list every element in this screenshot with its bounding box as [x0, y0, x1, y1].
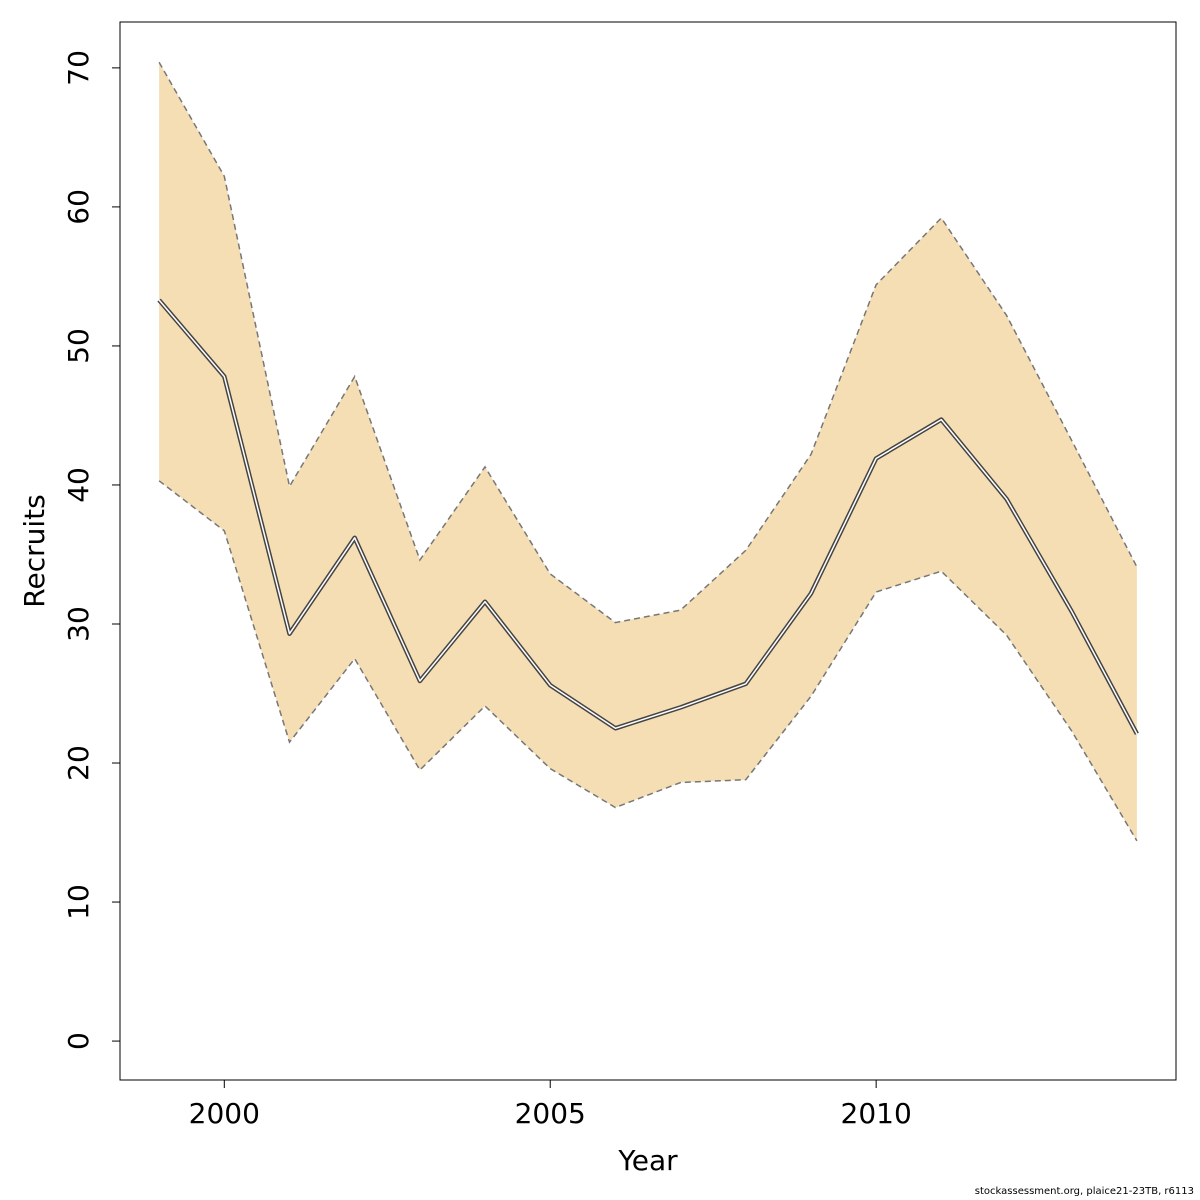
x-axis: 2000 2005 2010	[189, 1079, 912, 1130]
x-axis-label: Year	[617, 1144, 678, 1177]
y-axis: 0 10 20 30 40 50 60 70	[62, 50, 121, 1050]
upper-bound-line	[158, 61, 1138, 624]
y-tick-label-70: 70	[62, 50, 95, 86]
y-tick-label-20: 20	[62, 745, 95, 781]
x-tick-label-2010: 2010	[841, 1097, 912, 1130]
x-tick-label-2005: 2005	[515, 1097, 586, 1130]
footer-note: stockassessment.org, plaice21-23TB, r611…	[974, 1186, 1194, 1197]
lower-bound-line	[158, 480, 1138, 842]
y-tick-label-10: 10	[62, 884, 95, 920]
y-tick-label-60: 60	[62, 189, 95, 225]
estimate-line	[158, 299, 1138, 735]
y-tick-label-50: 50	[62, 328, 95, 364]
plot-area	[157, 61, 1139, 842]
y-tick-label-40: 40	[62, 467, 95, 503]
y-axis-label: Recruits	[18, 494, 51, 607]
y-tick-label-0: 0	[62, 1032, 95, 1050]
y-tick-label-30: 30	[62, 606, 95, 642]
x-tick-label-2000: 2000	[189, 1097, 260, 1130]
confidence-band	[159, 62, 1137, 841]
